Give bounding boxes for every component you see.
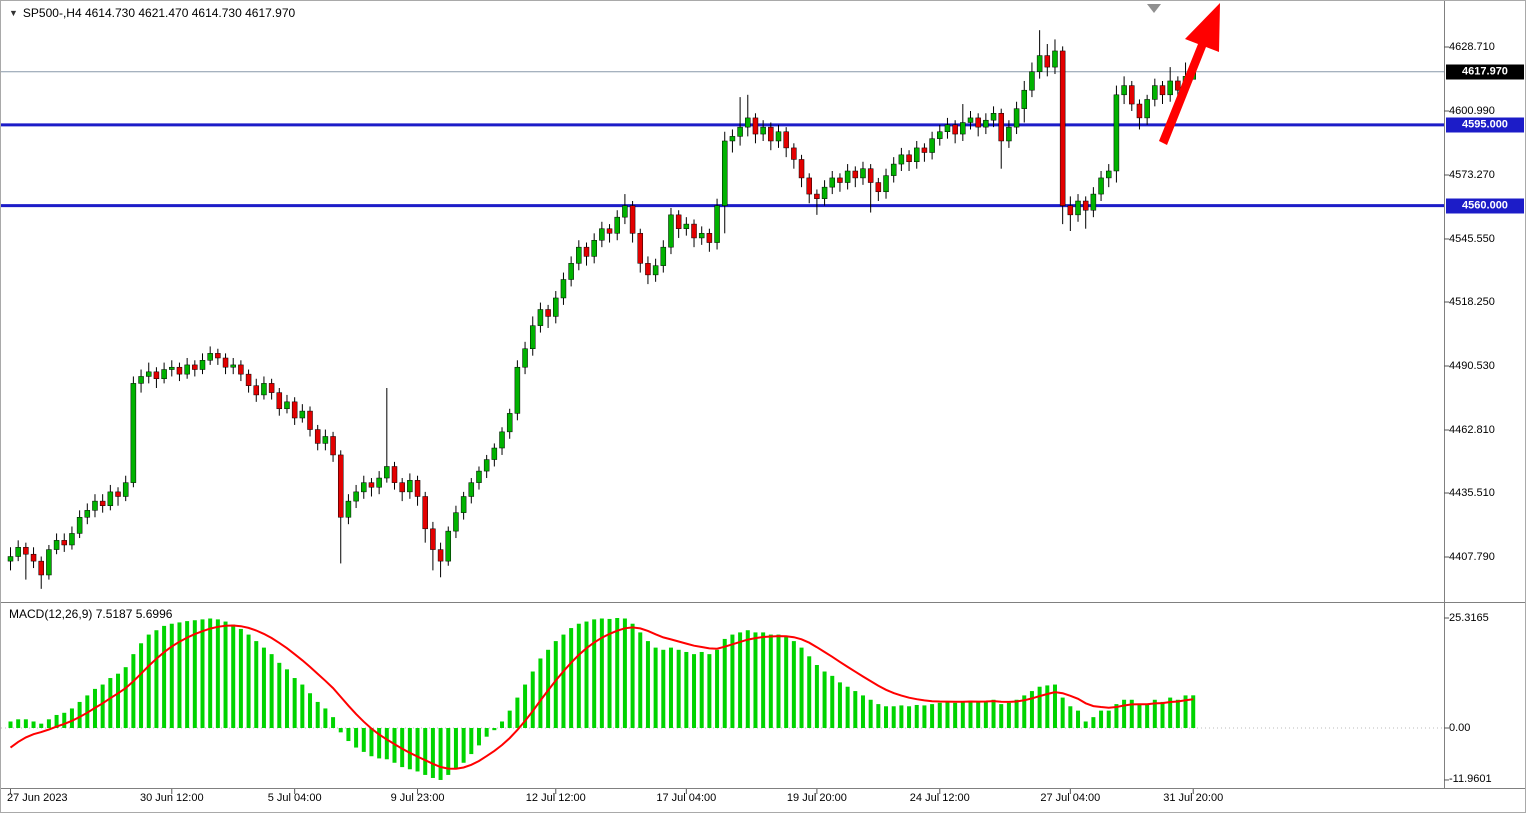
time-axis[interactable]: 27 Jun 2023 30 Jun 12:00 5 Jul 04:00 9 Jul … — [1, 790, 1525, 812]
time-axis-label: 5 Jul 04:00 — [267, 792, 322, 804]
time-axis-label: 31 Jul 20:00 — [1163, 792, 1224, 804]
time-axis-label: 9 Jul 23:00 — [390, 792, 445, 804]
price-axis-label: 4545.550 — [1449, 232, 1495, 245]
level-price-tag: 4560.000 — [1446, 198, 1524, 214]
price-axis-label: 4462.810 — [1449, 423, 1495, 436]
price-axis-label: 4518.250 — [1449, 296, 1495, 308]
macd-axis-label: -11.9601 — [1449, 773, 1492, 785]
last-price-tag: 4617.970 — [1446, 64, 1524, 80]
price-axis[interactable]: 4628.710 4600.990 4573.270 4545.550 4518.250… — [1445, 1, 1525, 788]
symbol-ohlc-text: SP500-,H4 4614.730 4621.470 4614.730 461… — [22, 6, 296, 20]
time-axis-label: 24 Jul 12:00 — [909, 792, 970, 804]
level-price-tag: 4595.000 — [1446, 117, 1524, 133]
time-axis-label: 19 Jul 20:00 — [786, 792, 847, 804]
macd-axis-label: 0.00 — [1449, 722, 1471, 734]
price-axis-label: 4600.990 — [1449, 104, 1495, 117]
macd-signal-line — [9, 624, 1194, 770]
macd-histogram — [8, 618, 1196, 780]
time-axis-label: 27 Jun 2023 — [7, 792, 68, 804]
time-axis-label: 17 Jul 04:00 — [656, 792, 717, 804]
time-axis-label: 30 Jun 12:00 — [139, 792, 204, 804]
price-axis-label: 4435.510 — [1449, 487, 1495, 499]
price-axis-label: 4573.270 — [1449, 168, 1495, 181]
chart-shift-marker-icon[interactable] — [1147, 4, 1161, 13]
price-axis-label: 4490.530 — [1449, 359, 1495, 372]
price-axis-label: 4407.790 — [1449, 551, 1495, 563]
macd-axis-label: 25.3165 — [1449, 612, 1489, 624]
symbol-header: ▼ SP500-,H4 4614.730 4621.470 4614.730 4… — [9, 6, 295, 20]
price-axis-label: 4628.710 — [1449, 41, 1495, 53]
symbol-dropdown-icon[interactable]: ▼ — [9, 7, 18, 18]
time-axis-label: 27 Jul 04:00 — [1040, 792, 1101, 804]
candles-series — [7, 30, 1196, 589]
trend-arrow-annotation[interactable] — [1159, 3, 1220, 145]
indicator-label: MACD(12,26,9) 7.5187 5.6996 — [9, 607, 173, 621]
time-axis-label: 12 Jul 12:00 — [525, 792, 586, 804]
